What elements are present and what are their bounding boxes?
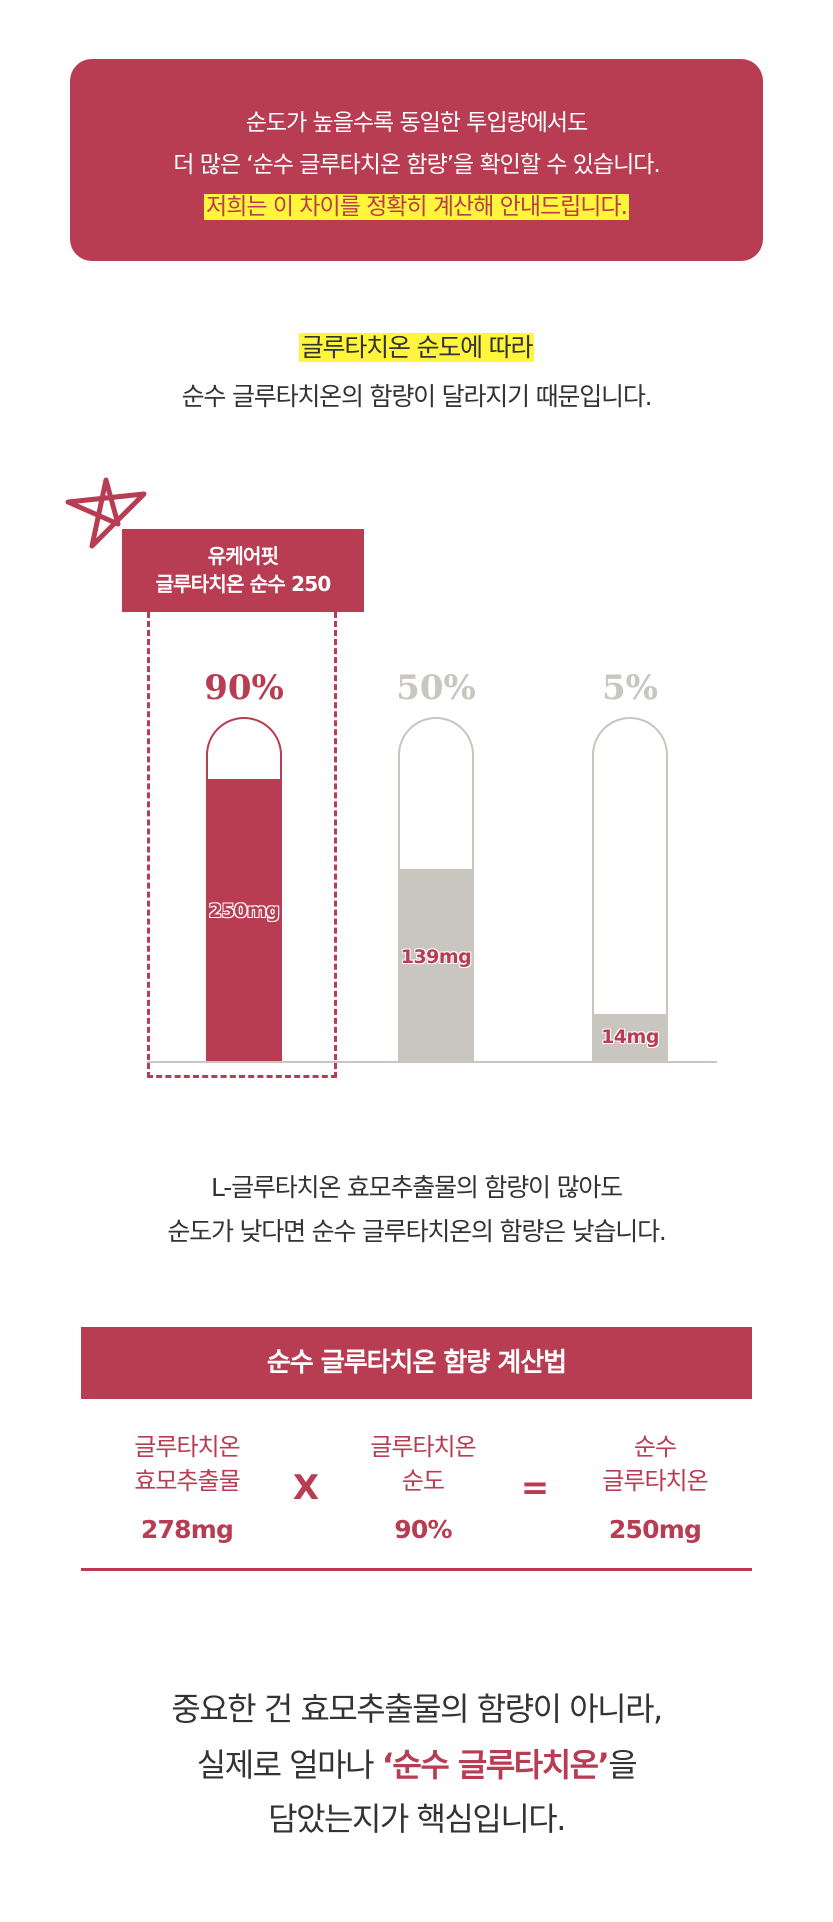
conclusion-line-1: 중요한 건 효모추출물의 함량이 아니라, [171,1690,663,1728]
conclusion-emphasis: ‘순수 글루타치온’ [381,1746,610,1784]
purity-label: 50% [396,668,476,708]
equals-sign: = [520,1468,550,1508]
intro-banner: 순도가 높을수록 동일한 투입량에서도 더 많은 ‘순수 글루타치온 함량’을 … [70,59,763,261]
formula-term-result-line-2: 글루타치온 [602,1467,708,1495]
intro-highlight: 저희는 이 차이를 정확히 계산해 안내드립니다. [204,194,629,220]
intro-line-3: 저희는 이 차이를 정확히 계산해 안내드립니다. [70,187,763,221]
formula-value-extract: 278mg [140,1515,234,1544]
content-fill-bar [594,1013,666,1062]
intro-line-1: 순도가 높을수록 동일한 투입량에서도 [245,110,589,136]
highlight-dashed-frame [147,612,337,1078]
content-amount-label: 139mg [400,946,472,968]
purity-tube [592,717,668,1062]
formula-term-purity-line-1: 글루타치온 [370,1433,476,1461]
note-line-2: 순도가 낮다면 순수 글루타치온의 함량은 낮습니다. [167,1217,666,1246]
multiply-sign: X [292,1468,320,1508]
formula-term-result-line-1: 순수 [633,1433,677,1461]
subheading-highlight: 글루타치온 순도에 따라 [298,333,535,362]
note-line-1: L-글루타치온 효모추출물의 함량이 많아도 [211,1173,623,1202]
hand-drawn-star-icon [65,477,147,549]
content-fill-bar [208,779,280,1062]
subheading-line-2: 순수 글루타치온의 함량이 달라지기 때문입니다. [181,382,653,411]
product-label-line-1: 유케어핏 [207,544,279,568]
formula-term-extract-line-1: 글루타치온 [134,1433,240,1461]
formula-term-purity: 글루타치온 순도 [323,1430,523,1498]
product-label: 유케어핏 글루타치온 순수 250 [122,529,364,612]
product-label-line-2: 글루타치온 순수 250 [155,572,332,596]
content-fill-bar [400,868,472,1062]
formula-divider [81,1568,752,1571]
conclusion-line-3: 담았는지가 핵심입니다. [268,1800,566,1838]
purity-label: 5% [602,668,658,708]
formula-term-result: 순수 글루타치온 [555,1430,755,1498]
intro-line-2: 더 많은 ‘순수 글루타치온 함량’을 확인할 수 있습니다. [173,152,660,178]
subheading-highlight-line: 글루타치온 순도에 따라 [0,328,833,364]
content-amount-label: 250mg [208,900,280,922]
chart-baseline [147,1061,717,1063]
formula-value-purity: 90% [394,1515,452,1544]
purity-tube [398,717,474,1062]
conclusion-line-2: 실제로 얼마나 ‘순수 글루타치온’을 [0,1740,833,1786]
conclusion-line-2-start: 실제로 얼마나 [196,1746,382,1784]
conclusion-line-2-end: 을 [608,1746,637,1784]
formula-term-extract-line-2: 효모추출물 [134,1467,240,1495]
purity-label: 90% [204,668,284,708]
formula-title: 순수 글루타치온 함량 계산법 [81,1327,752,1399]
formula-term-extract: 글루타치온 효모추출물 [87,1430,287,1498]
purity-tube [206,717,282,1062]
formula-value-result: 250mg [608,1515,702,1544]
formula-term-purity-line-2: 순도 [401,1467,445,1495]
content-amount-label: 14mg [601,1026,659,1048]
